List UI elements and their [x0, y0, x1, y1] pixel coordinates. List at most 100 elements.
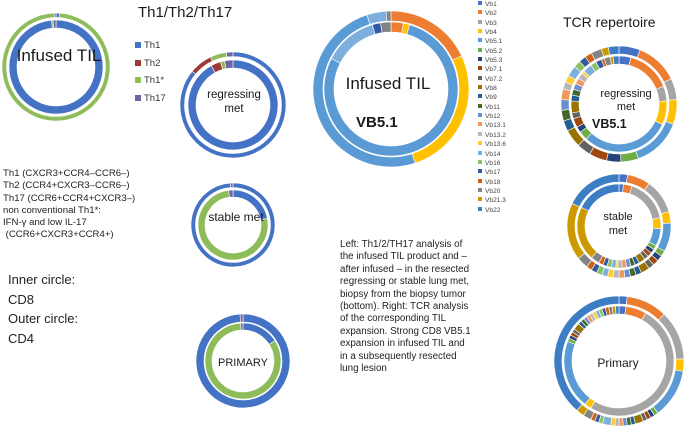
inner-ring-slice-th17 [224, 59, 234, 70]
inner-ring-slice-th1 [8, 19, 104, 115]
vb-legend-item: Vb14 [478, 150, 506, 159]
vb-legend-label: Vb7.1 [485, 66, 503, 74]
definition-line: non conventional Th1*: [3, 204, 101, 216]
donut-chart-3 [195, 313, 291, 409]
vb-legend: Vb1 Vb2 Vb3 Vb4 Vb5.1 Vb5.2 Vb5.3 Vb7.1 Vb7.2 Vb8… [478, 0, 506, 215]
outer-ring-slice-vb22 [571, 173, 620, 208]
donut-label-vb-primary: Primary [597, 356, 639, 370]
caption-line: lung lesion [340, 363, 387, 375]
inner-ring-slice-vb51 [323, 24, 459, 157]
vb-legend-label: Vb7.2 [485, 75, 503, 83]
outer-ring-slice-vb22 [607, 45, 620, 56]
vb-legend-swatch [478, 159, 482, 164]
vb-legend-label: Vb21.3 [485, 197, 506, 205]
vb-legend-label: Vb18 [485, 178, 501, 186]
caption-line: expansion. Strong CD8 VB5.1 [340, 325, 471, 337]
th-legend-item-th1: Th1 [135, 40, 160, 51]
definition-line: Th1 (CXCR3+CCR4–CCR6–) [3, 168, 130, 179]
vb-legend-swatch [478, 75, 482, 80]
outer-ring-slice-th1 [210, 52, 228, 62]
donut-chart-7 [553, 295, 685, 427]
inner-ring-slice-vb20 [380, 21, 392, 34]
outer-ring-slice-th1 [1, 12, 111, 122]
vb-legend-label: Vb5.3 [485, 57, 503, 65]
outer-ring-slice-vb12 [560, 99, 570, 111]
vb-legend-label: Vb14 [485, 150, 501, 158]
inner-ring-slice-th17 [240, 322, 244, 331]
definition-line: Th2 (CCR4+CXCR3–CCR6–) [3, 180, 130, 192]
donut-label-vb-stable-met: stable met [603, 211, 633, 237]
vb-legend-item: Vb11 [478, 103, 506, 112]
vb-legend-swatch [478, 29, 482, 34]
vb-legend-label: Vb17 [485, 169, 501, 177]
inner-ring-slice-th17 [228, 189, 234, 198]
tcr-title: TCR repertoire [563, 14, 656, 30]
vb-legend-label: Vb22 [485, 206, 501, 214]
donut-label-vb-infused-til: Infused TIL [345, 74, 431, 93]
outer-ring-slice-vb52 [620, 150, 639, 163]
vb-legend-item: Vb4 [478, 28, 506, 37]
vb-legend-label: Vb3 [485, 19, 497, 27]
outer-ring-slice-vb4 [665, 99, 678, 125]
outer-ring-slice-vb4 [674, 358, 685, 372]
inner-ring-slice-vb22 [581, 183, 620, 212]
caption-line: regressing or stable lung met, [340, 276, 470, 288]
vb-legend-swatch [478, 187, 482, 192]
donut-label-stable-met: stable met [208, 210, 264, 224]
vb-legend-swatch [478, 178, 482, 183]
caption-line: the infused TIL product and – [340, 251, 467, 263]
vb-legend-item: Vb17 [478, 168, 506, 177]
inner-ring-slice-vb132 [617, 259, 623, 269]
donut-chart-5 [560, 45, 678, 163]
vb-legend-item: Vb3 [478, 19, 506, 28]
vb-legend-item: Vb12 [478, 112, 506, 121]
vb-legend-label: Vb9 [485, 94, 497, 102]
caption: Left: Th1/2/TH17 analysis of the infused… [340, 239, 471, 375]
vb-legend-item: Vb7.1 [478, 65, 506, 74]
caption-line: biopsy from the biopsy tumor [340, 288, 466, 300]
donut-sublabel-vb51-regressing: VB5.1 [592, 117, 627, 131]
vb-legend-item: Vb20 [478, 187, 506, 196]
donut-label-vb-regressing-met: regressing met [600, 88, 652, 113]
vb-legend-item: Vb22 [478, 206, 506, 215]
outer-ring-slice-vb22 [553, 295, 620, 411]
outer-circle-value: CD4 [8, 330, 35, 346]
vb-legend-swatch [478, 206, 482, 211]
vb-legend-swatch [478, 47, 482, 52]
th-legend-item-th2: Th2 [135, 58, 160, 69]
vb-legend-swatch [478, 150, 482, 155]
outer-ring-slice-vb11 [561, 109, 572, 122]
vb-legend-item: Vb2 [478, 9, 506, 18]
outer-ring-slice-vb131 [618, 417, 624, 427]
vb-legend-item: Vb13.1 [478, 121, 506, 130]
donut-label-infused-til: Infused TIL [16, 46, 102, 65]
donut-label-primary: PRIMARY [218, 357, 268, 369]
vb-legend-item: Vb5.3 [478, 56, 506, 65]
definition-line: (CCR6+CXCR3+CCR4+) [3, 229, 114, 241]
vb-legend-item: Vb1 [478, 0, 506, 9]
inner-circle-label: Inner circle: [8, 272, 76, 287]
vb-legend-item: Vb16 [478, 159, 506, 168]
caption-line: after infused – in the resected [340, 263, 470, 275]
vb-legend-label: Vb4 [485, 29, 497, 37]
definition-line: Th17 (CCR6+CCR4+CXCR3–) [3, 192, 136, 204]
vb-legend-swatch [478, 103, 482, 108]
caption-line: (bottom). Right: TCR analysis [340, 301, 469, 313]
inner-ring-slice-th17 [52, 19, 57, 29]
caption-line: expansion in infused TIL and [340, 338, 465, 350]
inner-ring-slice-vb2 [390, 21, 404, 34]
caption-line: Left: Th1/2/TH17 analysis of [340, 239, 463, 250]
vb-legend-swatch [478, 19, 482, 24]
vb-legend-swatch [478, 57, 482, 62]
donut-sublabel-vb51-infused: VB5.1 [356, 114, 398, 131]
vb-legend-swatch [478, 113, 482, 118]
vb-legend-item: Vb13.2 [478, 131, 506, 140]
inner-ring-slice-vb8 [570, 100, 581, 114]
vb-legend-label: Vb1 [485, 1, 497, 8]
th-title: Th1/Th2/Th17 [138, 4, 233, 21]
vb-legend-item: Vb8 [478, 84, 506, 93]
th-legend-swatch [135, 95, 141, 101]
outer-ring-slice-th17 [53, 12, 57, 18]
donut-chart-1 [179, 51, 287, 159]
